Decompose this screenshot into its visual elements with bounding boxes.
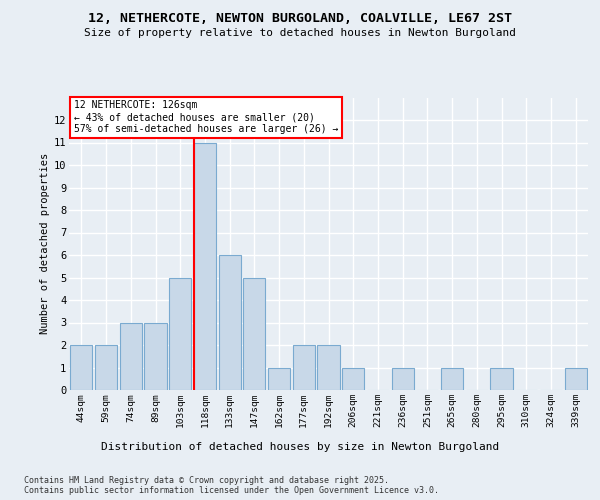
Bar (392, 368, 414, 390)
Bar (565, 368, 587, 390)
Bar (119, 322, 142, 390)
Bar (268, 368, 290, 390)
Bar (243, 278, 265, 390)
Text: Size of property relative to detached houses in Newton Burgoland: Size of property relative to detached ho… (84, 28, 516, 38)
Bar (317, 345, 340, 390)
Bar (70, 345, 92, 390)
Bar (218, 255, 241, 390)
Y-axis label: Number of detached properties: Number of detached properties (40, 153, 50, 334)
Bar (441, 368, 463, 390)
Text: Distribution of detached houses by size in Newton Burgoland: Distribution of detached houses by size … (101, 442, 499, 452)
Text: Contains HM Land Registry data © Crown copyright and database right 2025.
Contai: Contains HM Land Registry data © Crown c… (24, 476, 439, 495)
Text: 12, NETHERCOTE, NEWTON BURGOLAND, COALVILLE, LE67 2ST: 12, NETHERCOTE, NEWTON BURGOLAND, COALVI… (88, 12, 512, 26)
Bar (342, 368, 364, 390)
Bar (145, 322, 167, 390)
Bar (490, 368, 512, 390)
Bar (194, 142, 216, 390)
Text: 12 NETHERCOTE: 126sqm
← 43% of detached houses are smaller (20)
57% of semi-deta: 12 NETHERCOTE: 126sqm ← 43% of detached … (74, 100, 338, 134)
Bar (95, 345, 117, 390)
Bar (293, 345, 315, 390)
Bar (169, 278, 191, 390)
